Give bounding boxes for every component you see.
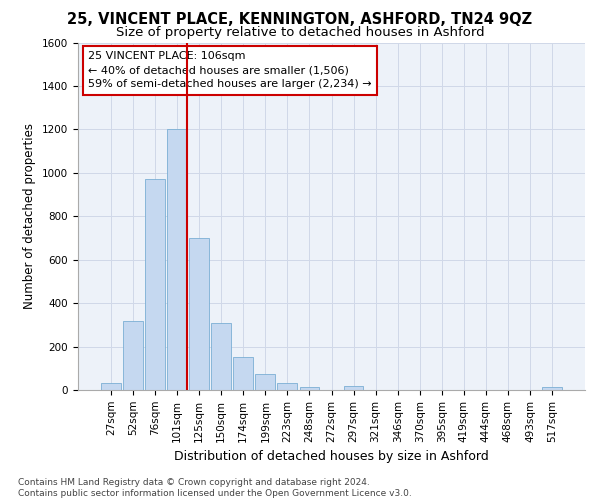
Bar	[101, 384, 121, 390]
X-axis label: Distribution of detached houses by size in Ashford: Distribution of detached houses by size …	[174, 450, 489, 463]
Bar	[233, 358, 253, 390]
Bar	[145, 180, 165, 390]
Bar	[256, 374, 275, 390]
Y-axis label: Number of detached properties: Number of detached properties	[23, 123, 37, 309]
Bar	[542, 386, 562, 390]
Text: Size of property relative to detached houses in Ashford: Size of property relative to detached ho…	[116, 26, 484, 39]
Bar	[277, 384, 298, 390]
Bar	[299, 386, 319, 390]
Bar	[211, 322, 231, 390]
Bar	[167, 130, 187, 390]
Bar	[123, 320, 143, 390]
Bar	[189, 238, 209, 390]
Text: 25, VINCENT PLACE, KENNINGTON, ASHFORD, TN24 9QZ: 25, VINCENT PLACE, KENNINGTON, ASHFORD, …	[67, 12, 533, 28]
Bar	[344, 386, 364, 390]
Text: Contains HM Land Registry data © Crown copyright and database right 2024.
Contai: Contains HM Land Registry data © Crown c…	[18, 478, 412, 498]
Text: 25 VINCENT PLACE: 106sqm
← 40% of detached houses are smaller (1,506)
59% of sem: 25 VINCENT PLACE: 106sqm ← 40% of detach…	[88, 51, 372, 89]
